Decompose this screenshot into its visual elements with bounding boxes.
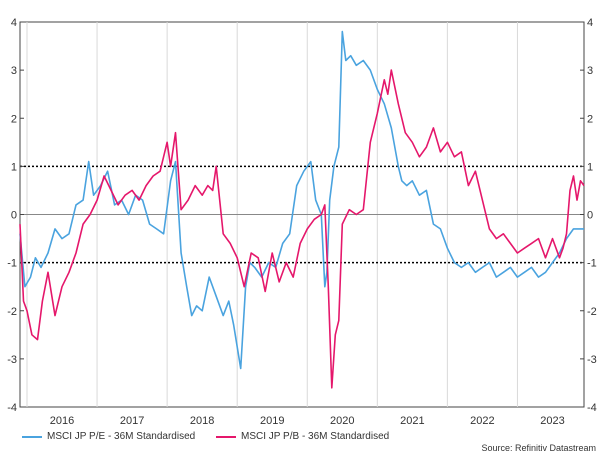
y-tick-label-left-3: 1	[11, 161, 17, 173]
x-tick-label-2018: 2018	[190, 415, 214, 427]
legend-label-pb: MSCI JP P/B - 36M Standardised	[241, 431, 390, 442]
legend-item-pb: MSCI JP P/B - 36M Standardised	[216, 431, 389, 442]
source-note: Source: Refinitiv Datastream	[481, 443, 596, 453]
y-tick-label-right-8: -4	[587, 402, 597, 414]
legend-swatch-pb	[216, 435, 236, 438]
y-tick-label-left-2: 2	[11, 113, 17, 125]
series-line-1	[19, 69, 585, 389]
y-tick-label-right-7: -3	[587, 354, 597, 366]
y-tick-label-right-4: 0	[587, 210, 593, 222]
x-tick-label-2021: 2021	[400, 415, 424, 427]
y-tick-label-right-2: 2	[587, 113, 593, 125]
series-line-0	[19, 30, 584, 370]
legend-label-pe: MSCI JP P/E - 36M Standardised	[47, 431, 196, 442]
y-tick-label-left-7: -3	[7, 354, 17, 366]
x-tick-label-2023: 2023	[540, 415, 564, 427]
x-tick-label-2022: 2022	[470, 415, 494, 427]
y-tick-label-right-3: 1	[587, 161, 593, 173]
legend-item-pe: MSCI JP P/E - 36M Standardised	[22, 431, 195, 442]
x-tick-label-2016: 2016	[50, 415, 74, 427]
x-tick-label-2019: 2019	[260, 415, 284, 427]
y-tick-label-left-0: 4	[11, 17, 17, 29]
y-tick-label-right-5: -1	[587, 258, 597, 270]
y-tick-label-left-6: -2	[7, 306, 17, 318]
x-tick-label-2017: 2017	[120, 415, 144, 427]
legend-swatch-pe	[22, 435, 42, 438]
y-tick-label-right-1: 3	[587, 65, 593, 77]
y-tick-label-left-4: 0	[11, 210, 17, 222]
y-tick-label-left-5: -1	[7, 258, 17, 270]
y-tick-label-right-6: -2	[587, 306, 597, 318]
y-tick-label-left-1: 3	[11, 65, 17, 77]
y-tick-label-left-8: -4	[7, 402, 17, 414]
y-tick-label-right-0: 4	[587, 17, 593, 29]
x-tick-label-2020: 2020	[330, 415, 354, 427]
